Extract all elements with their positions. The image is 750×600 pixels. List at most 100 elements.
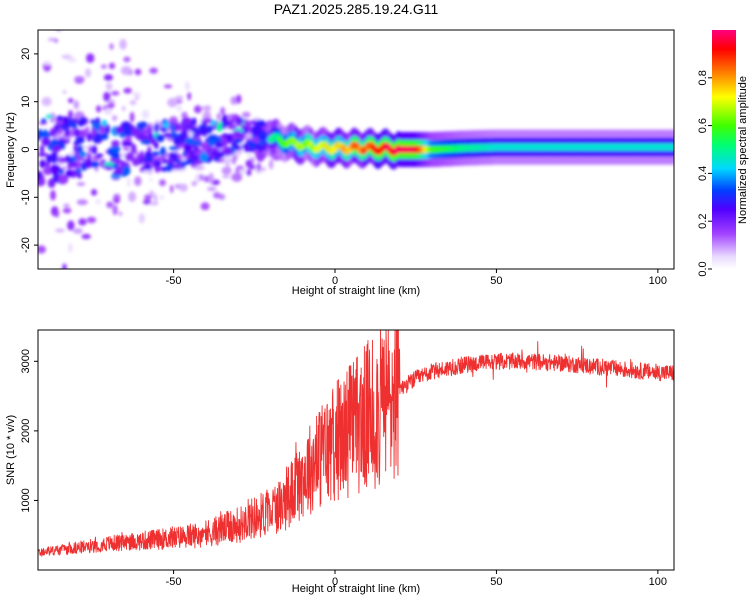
spectral-blob <box>236 94 242 104</box>
spectral-blob <box>108 62 116 70</box>
spectral-blob <box>55 209 60 218</box>
spectral-blob <box>110 144 121 154</box>
spectral-blob <box>112 115 118 121</box>
spectral-blob <box>73 100 80 110</box>
spectral-blob <box>72 118 79 123</box>
y-tick-label: 0 <box>20 146 32 152</box>
spectrogram-x-ticks: -50 0 50 100 <box>166 269 667 287</box>
spectral-blob <box>194 105 202 114</box>
spectral-blob <box>141 109 150 120</box>
spectral-blob <box>40 131 51 139</box>
spectral-blob <box>38 245 46 254</box>
spectral-blob <box>107 99 116 105</box>
spectral-blob <box>127 177 131 188</box>
spectral-blob <box>134 68 142 76</box>
spectral-blob <box>154 160 161 167</box>
spectral-blob <box>257 162 261 172</box>
spectral-blob <box>144 156 154 162</box>
spectral-blob <box>257 146 264 152</box>
spectral-blob <box>134 96 139 100</box>
spectral-blob <box>151 151 160 157</box>
ridge-segment <box>670 143 674 151</box>
spectral-blob <box>214 136 222 142</box>
spectral-blob <box>62 116 70 126</box>
spectral-blob <box>91 127 96 138</box>
snr-y-label: SNR (10 * v/v) <box>5 415 17 485</box>
spectral-blob <box>216 122 223 132</box>
spectral-blob <box>147 146 152 152</box>
spectral-blob <box>191 181 197 187</box>
spectral-blob <box>91 145 97 155</box>
spectral-blob <box>221 124 226 130</box>
spectral-blob <box>239 169 246 175</box>
spectral-blob <box>204 105 211 112</box>
spectral-blob <box>159 126 168 133</box>
spectral-blob <box>200 126 209 137</box>
snr-x-label: Height of straight line (km) <box>292 583 420 595</box>
spectral-blob <box>166 162 173 172</box>
spectral-blob <box>71 155 78 161</box>
spectral-blob <box>173 125 181 130</box>
spectral-blob <box>192 139 200 146</box>
spectrogram-heatmap <box>38 30 674 269</box>
x-tick-label: 100 <box>649 275 667 287</box>
spectral-blob <box>99 125 106 134</box>
spectral-blob <box>160 195 164 200</box>
spectral-blob <box>106 201 114 209</box>
spectral-blob <box>76 182 86 186</box>
x-tick-label: 0 <box>332 576 338 588</box>
spectral-blob <box>104 165 113 170</box>
spectral-blob <box>103 91 111 102</box>
spectral-blob <box>268 159 274 170</box>
spectral-blob <box>181 125 189 134</box>
snr-y-ticks: 1000 2000 3000 <box>20 349 38 513</box>
spectral-blob <box>90 119 96 124</box>
spectral-blob <box>142 199 152 205</box>
colorbar-label: Normalized spectral amplitude <box>737 76 749 224</box>
spectral-blob <box>122 147 131 151</box>
spectral-blob <box>149 67 158 74</box>
y-tick-label: -20 <box>20 237 32 253</box>
spectral-blob <box>221 137 228 147</box>
spectral-blob <box>111 140 120 147</box>
spectral-blob <box>125 152 135 162</box>
spectral-blob <box>109 43 114 50</box>
spectral-blob <box>111 152 121 160</box>
spectral-blob <box>105 127 110 134</box>
spectral-blob <box>79 116 87 125</box>
spectral-blob <box>159 179 166 187</box>
spectral-blob <box>86 132 93 142</box>
spectral-blob <box>60 123 72 129</box>
spectral-blob <box>39 159 46 169</box>
spectral-blob <box>122 165 131 176</box>
spectral-blob <box>56 115 64 121</box>
spectral-blob <box>78 218 87 226</box>
spectral-blob <box>172 135 184 146</box>
x-tick-label: 0 <box>332 275 338 287</box>
spectral-blob <box>79 151 87 158</box>
spectral-blob <box>90 161 100 168</box>
spectral-blob <box>251 125 260 136</box>
spectral-blob <box>236 117 244 125</box>
spectral-blob <box>154 166 163 171</box>
spectral-blob <box>95 153 104 158</box>
spectral-blob <box>202 117 211 124</box>
spectral-blob <box>76 199 88 206</box>
spectral-blob <box>38 170 43 180</box>
spectral-blob <box>194 165 205 171</box>
colorbar-gradient <box>712 30 736 269</box>
spectral-blob <box>146 126 153 137</box>
spectral-blob <box>38 134 41 141</box>
spectral-blob <box>255 149 261 160</box>
snr-series-line <box>38 330 674 557</box>
spectral-blob <box>222 174 230 179</box>
spectral-blob <box>170 184 174 194</box>
spectral-blob <box>167 97 178 108</box>
spectral-blob <box>103 74 113 81</box>
spectral-blob <box>163 132 173 138</box>
spectral-blob <box>181 117 192 126</box>
spectral-blob <box>191 117 197 126</box>
spectral-blob <box>211 119 216 126</box>
spectral-blob <box>47 37 57 42</box>
